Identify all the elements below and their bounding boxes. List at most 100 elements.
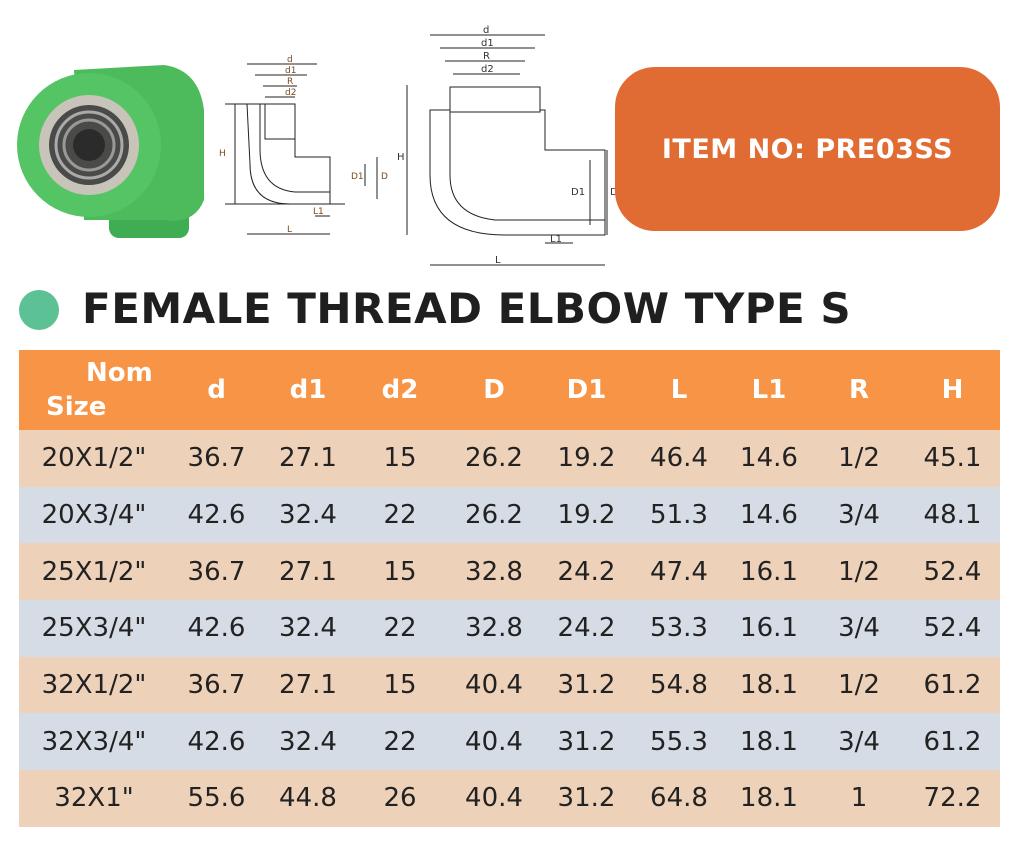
table-row: 25X1/2" 36.7 27.1 15 32.8 24.2 47.4 16.1 1/2 52.4 — [19, 543, 1000, 601]
table-cell: 32.4 — [264, 713, 352, 771]
label-d2: d2 — [285, 88, 296, 98]
table-cell: 27.1 — [264, 543, 352, 601]
label-r: R — [287, 77, 293, 87]
table-cell: 26.2 — [448, 486, 540, 544]
table-header-row: Nom Size d d1 d2 D D1 L L1 R H — [19, 350, 1000, 430]
table-row: 20X3/4" 42.6 32.4 22 26.2 19.2 51.3 14.6 3/4 48.1 — [19, 486, 1000, 544]
table-cell: 40.4 — [448, 656, 540, 714]
table-cell: 36.7 — [169, 656, 264, 714]
column-header: L — [633, 350, 725, 430]
table-cell: 32.8 — [448, 600, 540, 657]
table-cell: 55.3 — [633, 713, 725, 771]
spec-table: Nom Size d d1 d2 D D1 L L1 R H 20X1/2" 36.… — [19, 350, 1000, 827]
table-cell: 14.6 — [725, 486, 813, 544]
table-cell: 1 — [813, 770, 905, 827]
label-D: D — [381, 172, 388, 182]
label-l: L — [287, 225, 292, 235]
table-cell: 1/2 — [813, 543, 905, 601]
label-d1: d1 — [481, 38, 494, 49]
bullet-dot — [19, 290, 59, 330]
table-cell: 18.1 — [725, 656, 813, 714]
table-cell: 18.1 — [725, 713, 813, 771]
column-header: D — [448, 350, 540, 430]
table-cell: 32X1/2" — [19, 656, 169, 714]
table-cell: 31.2 — [540, 656, 633, 714]
table-cell: 45.1 — [905, 430, 1000, 487]
table-cell: 27.1 — [264, 430, 352, 487]
column-header: d — [169, 350, 264, 430]
table-cell: 61.2 — [905, 713, 1000, 771]
label-d2: d2 — [481, 64, 494, 75]
nom-label: Nom — [86, 358, 153, 388]
label-d: d — [287, 55, 293, 65]
table-cell: 16.1 — [725, 543, 813, 601]
table-cell: 20X3/4" — [19, 486, 169, 544]
item-number: ITEM NO: PRE03SS — [661, 133, 954, 165]
column-header: L1 — [725, 350, 813, 430]
table-cell: 52.4 — [905, 600, 1000, 657]
cross-section-drawing-small: d d1 R d2 H D1 D L1 L — [219, 55, 388, 235]
table-row: 32X1" 55.6 44.8 26 40.4 31.2 64.8 18.1 1 72.2 — [19, 770, 1000, 827]
table-cell: 3/4 — [813, 600, 905, 657]
column-header-nom-size: Nom Size — [19, 350, 169, 430]
table-cell: 19.2 — [540, 486, 633, 544]
column-header: d2 — [352, 350, 448, 430]
page-title: FEMALE THREAD ELBOW TYPE S — [82, 284, 852, 333]
table-cell: 26.2 — [448, 430, 540, 487]
table-cell: 3/4 — [813, 713, 905, 771]
label-d1: d1 — [285, 66, 296, 76]
table-cell: 16.1 — [725, 600, 813, 657]
table-cell: 15 — [352, 430, 448, 487]
table-cell: 3/4 — [813, 486, 905, 544]
table-cell: 32X1" — [19, 770, 169, 827]
label-d1-outer: D1 — [351, 172, 364, 182]
column-header: R — [813, 350, 905, 430]
table-cell: 36.7 — [169, 543, 264, 601]
label-d1-outer: D1 — [571, 187, 585, 198]
table-cell: 14.6 — [725, 430, 813, 487]
item-number-badge: ITEM NO: PRE03SS — [615, 67, 1000, 231]
table-cell: 24.2 — [540, 543, 633, 601]
table-cell: 22 — [352, 486, 448, 544]
table-cell: 61.2 — [905, 656, 1000, 714]
table-cell: 72.2 — [905, 770, 1000, 827]
table-cell: 42.6 — [169, 713, 264, 771]
table-cell: 42.6 — [169, 600, 264, 657]
label-r: R — [483, 51, 490, 62]
table-cell: 40.4 — [448, 770, 540, 827]
table-cell: 24.2 — [540, 600, 633, 657]
table-cell: 53.3 — [633, 600, 725, 657]
table-cell: 55.6 — [169, 770, 264, 827]
table-cell: 22 — [352, 600, 448, 657]
table-cell: 40.4 — [448, 713, 540, 771]
table-row: 32X1/2" 36.7 27.1 15 40.4 31.2 54.8 18.1 1/2 61.2 — [19, 656, 1000, 714]
table-cell: 51.3 — [633, 486, 725, 544]
column-header: H — [905, 350, 1000, 430]
label-D: D — [610, 187, 618, 198]
column-header: D1 — [540, 350, 633, 430]
table-cell: 44.8 — [264, 770, 352, 827]
table-cell: 64.8 — [633, 770, 725, 827]
column-header: d1 — [264, 350, 352, 430]
table-cell: 31.2 — [540, 770, 633, 827]
table-cell: 32.8 — [448, 543, 540, 601]
table-cell: 32X3/4" — [19, 713, 169, 771]
table-cell: 32.4 — [264, 600, 352, 657]
label-h: H — [219, 149, 226, 159]
size-label: Size — [46, 392, 107, 422]
table-cell: 19.2 — [540, 430, 633, 487]
table-cell: 48.1 — [905, 486, 1000, 544]
label-l: L — [495, 255, 501, 266]
table-cell: 46.4 — [633, 430, 725, 487]
table-cell: 26 — [352, 770, 448, 827]
table-cell: 22 — [352, 713, 448, 771]
table-cell: 36.7 — [169, 430, 264, 487]
label-l1: L1 — [313, 207, 324, 217]
table-row: 25X3/4" 42.6 32.4 22 32.8 24.2 53.3 16.1 3/4 52.4 — [19, 600, 1000, 657]
table-cell: 54.8 — [633, 656, 725, 714]
table-row: 20X1/2" 36.7 27.1 15 26.2 19.2 46.4 14.6 1/2 45.1 — [19, 430, 1000, 487]
table-cell: 52.4 — [905, 543, 1000, 601]
cross-section-drawing-large: d d1 R d2 H D1 D L1 L — [397, 25, 618, 266]
table-cell: 27.1 — [264, 656, 352, 714]
label-d: d — [483, 25, 489, 36]
